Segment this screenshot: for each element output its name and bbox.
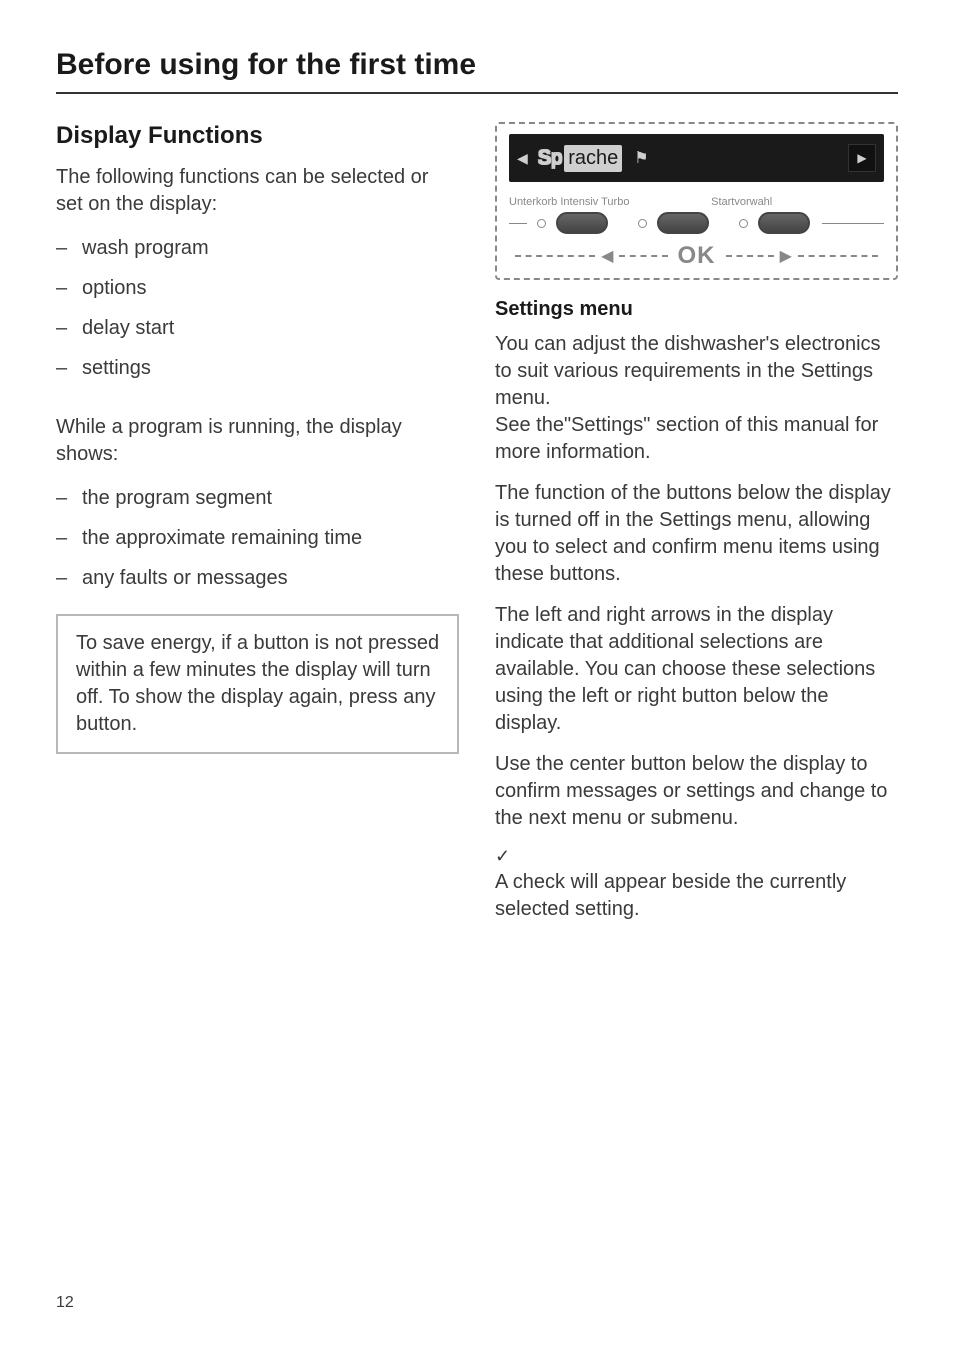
indicator-led bbox=[537, 219, 546, 228]
panel-button bbox=[657, 212, 709, 234]
check-icon: ✓ bbox=[495, 846, 898, 867]
settings-paragraph-2: The function of the buttons below the di… bbox=[495, 480, 898, 588]
energy-callout: To save energy, if a button is not press… bbox=[56, 614, 459, 754]
list-item: wash program bbox=[56, 232, 459, 264]
panel-button bbox=[758, 212, 810, 234]
ok-label: OK bbox=[674, 242, 720, 270]
lcd-display: ◀ Sp rache ⚑ ▶ bbox=[509, 134, 884, 182]
list-item: the program segment bbox=[56, 482, 459, 514]
panel-button bbox=[556, 212, 608, 234]
list-item: any faults or messages bbox=[56, 562, 459, 594]
left-arrow-icon: ◀ bbox=[517, 150, 528, 167]
lcd-text-highlight: rache bbox=[564, 145, 622, 172]
right-column: ◀ Sp rache ⚑ ▶ Unterkorb Intensiv Turbo … bbox=[495, 122, 898, 937]
list-item: settings bbox=[56, 352, 459, 384]
right-arrow-icon: ▶ bbox=[848, 144, 876, 172]
settings-paragraph-1: You can adjust the dishwasher's electron… bbox=[495, 331, 898, 466]
flag-icon: ⚑ bbox=[634, 148, 648, 168]
left-button-labels: Unterkorb Intensiv Turbo bbox=[509, 196, 701, 208]
two-column-layout: Display Functions The following function… bbox=[56, 122, 898, 937]
page-title: Before using for the first time bbox=[56, 48, 898, 94]
settings-paragraph-3: The left and right arrows in the display… bbox=[495, 602, 898, 737]
buttons-row bbox=[509, 212, 884, 234]
indicator-led bbox=[638, 219, 647, 228]
control-panel-diagram: ◀ Sp rache ⚑ ▶ Unterkorb Intensiv Turbo … bbox=[495, 122, 898, 280]
lcd-text-prefix: Sp bbox=[538, 147, 562, 170]
functions-list: wash program options delay start setting… bbox=[56, 232, 459, 384]
button-labels-row: Unterkorb Intensiv Turbo Startvorwahl bbox=[509, 196, 884, 208]
settings-paragraph-4: Use the center button below the display … bbox=[495, 751, 898, 832]
list-item: options bbox=[56, 272, 459, 304]
list-item: the approximate remaining time bbox=[56, 522, 459, 554]
left-column: Display Functions The following function… bbox=[56, 122, 459, 937]
display-functions-heading: Display Functions bbox=[56, 122, 459, 150]
nav-right-arrow-icon: ▶ bbox=[780, 246, 792, 266]
ok-navigation-row: ◀ OK ▶ bbox=[509, 242, 884, 272]
settings-menu-heading: Settings menu bbox=[495, 298, 898, 321]
page-number: 12 bbox=[56, 1294, 74, 1312]
running-intro: While a program is running, the display … bbox=[56, 414, 459, 468]
settings-paragraph-5: A check will appear beside the currently… bbox=[495, 869, 898, 923]
list-item: delay start bbox=[56, 312, 459, 344]
intro-paragraph: The following functions can be selected … bbox=[56, 164, 459, 218]
nav-left-arrow-icon: ◀ bbox=[601, 246, 613, 266]
indicator-led bbox=[739, 219, 748, 228]
right-button-label: Startvorwahl bbox=[711, 196, 884, 208]
running-list: the program segment the approximate rema… bbox=[56, 482, 459, 594]
